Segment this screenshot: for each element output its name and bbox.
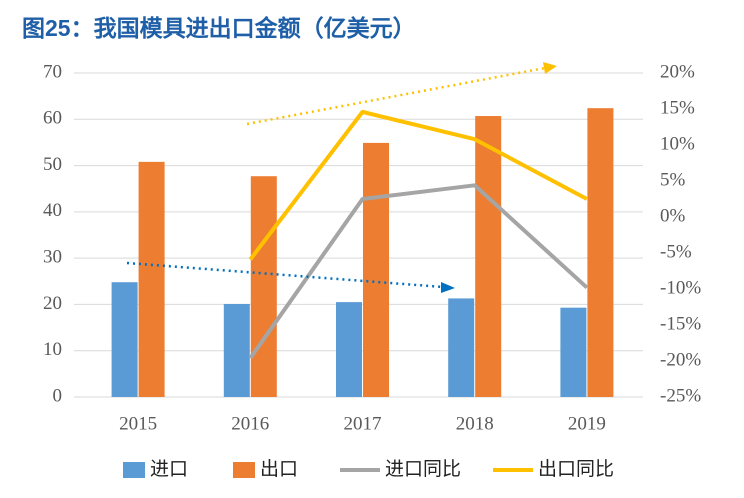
y-tick-label: 40 <box>43 200 62 221</box>
x-tick-label: 2016 <box>231 413 269 434</box>
y2-tick-label: 15% <box>660 97 695 118</box>
y-tick-label: 0 <box>53 385 63 406</box>
bar <box>336 302 362 397</box>
y2-tick-label: -5% <box>660 241 692 262</box>
x-tick-label: 2017 <box>344 413 382 434</box>
bar <box>448 298 475 397</box>
trend-arrow <box>246 66 546 126</box>
x-tick-label: 2019 <box>568 413 606 434</box>
bar <box>560 307 587 397</box>
chart-title: 图25：我国模具进出口金额（亿美元） <box>22 15 416 41</box>
lines <box>248 109 589 360</box>
bar <box>363 142 389 397</box>
y-tick-label: 10 <box>43 339 62 360</box>
y2-tick-label: 10% <box>660 133 695 154</box>
legend-label: 出口同比 <box>538 458 614 480</box>
y-tick-label: 70 <box>43 61 62 82</box>
arrow-head <box>543 62 557 74</box>
y2-tick-label: -15% <box>660 313 701 334</box>
y-tick-label: 30 <box>43 247 62 268</box>
bar <box>250 176 277 397</box>
bar <box>475 116 502 397</box>
y-tick-label: 20 <box>43 293 62 314</box>
y2-tick-label: 0% <box>660 205 686 226</box>
legend-label: 出口 <box>260 458 298 480</box>
arrow-head <box>441 282 455 293</box>
y2-tick-label: 5% <box>660 169 686 190</box>
y-tick-label: 50 <box>43 154 62 175</box>
y-tick-label: 60 <box>43 108 62 129</box>
line <box>248 109 588 261</box>
legend-label: 进口同比 <box>385 458 461 480</box>
line <box>248 183 589 360</box>
bar <box>111 282 138 397</box>
bar <box>138 161 165 397</box>
y2-tick-label: -10% <box>660 277 701 298</box>
trend-arrows <box>126 62 557 293</box>
trend-arrow <box>126 261 444 289</box>
y2-tick-label: 20% <box>660 61 695 82</box>
grid: 0 10 20 30 40 50 60 70 -25% -20% -15% -10% -5% 0% 5% 10… <box>43 61 701 434</box>
y2-tick-label: -25% <box>660 385 701 406</box>
legend-label: 进口 <box>150 458 188 480</box>
legend-swatch <box>233 462 255 478</box>
bars <box>111 108 614 398</box>
y2-tick-label: -20% <box>660 349 701 370</box>
bar <box>223 303 250 397</box>
legend: 进口 出口 进口同比 出口同比 <box>123 458 614 480</box>
x-tick-label: 2015 <box>119 413 157 434</box>
x-tick-label: 2018 <box>456 413 494 434</box>
legend-swatch <box>123 462 145 478</box>
bar <box>587 108 614 398</box>
